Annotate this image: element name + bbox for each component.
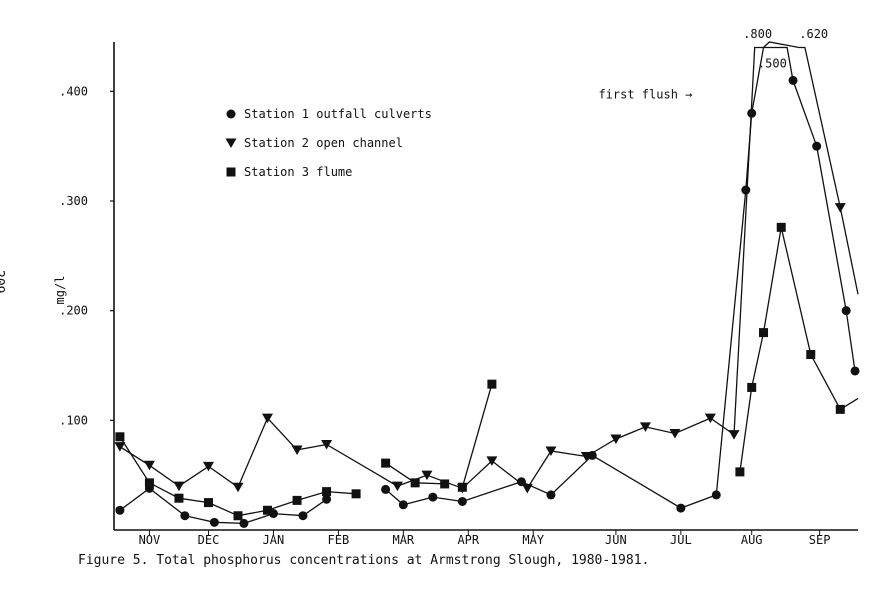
- data-point-2: [321, 439, 333, 450]
- y-tick-label: .300: [59, 194, 88, 208]
- data-point-2: [834, 203, 846, 213]
- legend-label-3: Station 3 flume: [244, 165, 352, 179]
- data-point-1: [381, 484, 391, 494]
- data-point-1: [322, 494, 332, 504]
- y-tick-label: .100: [59, 413, 88, 427]
- annotation: .800: [743, 27, 772, 41]
- data-point-1: [546, 490, 556, 500]
- data-point-1: [676, 503, 686, 513]
- axis-ticks: .100 .200 .300 .400 NOV DEC JAN FEB MAR APR MAY JUN…: [59, 84, 830, 547]
- data-point-3: [233, 511, 243, 521]
- x-tick-label: APR: [457, 533, 479, 547]
- data-point-1: [741, 185, 751, 195]
- data-point-3: [322, 487, 332, 497]
- x-tick-label: FEB: [328, 533, 350, 547]
- x-tick-label: NOV: [139, 533, 161, 547]
- data-point-2: [580, 452, 592, 462]
- data-point-3: [835, 404, 845, 414]
- data-point-3: [747, 382, 757, 392]
- data-point-3: [203, 498, 213, 508]
- y-tick-label: .400: [59, 84, 88, 98]
- data-point-3: [735, 467, 745, 477]
- data-point-2: [262, 413, 274, 424]
- data-point-3: [115, 432, 125, 442]
- data-point-2: [202, 461, 214, 472]
- series-line-3: [461, 383, 493, 488]
- x-tick-label: SEP: [809, 533, 831, 547]
- x-tick-label: DEC: [198, 533, 220, 547]
- data-point-3: [440, 479, 450, 489]
- series-line-1: [385, 46, 856, 509]
- y-tick-label: .200: [59, 304, 88, 318]
- data-point-2: [669, 428, 681, 439]
- data-point-1: [298, 511, 308, 521]
- data-point-1: [209, 517, 219, 527]
- x-tick-label: JUL: [670, 533, 692, 547]
- series-markers: [114, 75, 860, 528]
- data-point-1: [428, 492, 438, 502]
- data-point-2: [114, 442, 126, 452]
- x-tick-label: MAY: [522, 533, 544, 547]
- data-point-3: [487, 379, 497, 389]
- data-point-3: [174, 493, 184, 503]
- axes: [113, 42, 858, 531]
- figure-caption: Figure 5. Total phosphorus concentration…: [78, 553, 650, 568]
- data-point-3: [806, 350, 816, 360]
- legend-label-2: Station 2 open channel: [244, 136, 403, 150]
- x-tick-label: JAN: [263, 533, 285, 547]
- legend-marker-3: [226, 167, 236, 177]
- data-point-2: [391, 481, 403, 492]
- data-point-3: [381, 458, 391, 468]
- annotations: .800 .620 .500 first flush →: [598, 27, 828, 101]
- y-axis-label: mg/l: [53, 276, 67, 305]
- data-point-2: [291, 445, 303, 455]
- series-line-3: [739, 227, 859, 472]
- data-point-1: [788, 75, 798, 85]
- data-point-3: [776, 222, 786, 232]
- data-point-2: [232, 482, 244, 493]
- legend-marker-2: [225, 138, 237, 148]
- data-point-1: [239, 518, 249, 528]
- annotation: first flush →: [598, 87, 692, 101]
- data-point-1: [747, 108, 757, 118]
- data-point-1: [711, 490, 721, 500]
- legend-marker-1: [226, 109, 236, 119]
- legend: Station 1 outfall culverts Station 2 open…: [225, 107, 432, 179]
- data-point-3: [351, 489, 361, 499]
- data-point-2: [610, 434, 622, 444]
- x-tick-label: MAR: [392, 533, 414, 547]
- legend-label-1: Station 1 outfall culverts: [244, 107, 432, 121]
- data-point-3: [457, 482, 467, 492]
- data-point-3: [292, 495, 302, 505]
- data-point-1: [812, 141, 822, 151]
- series-line-1: [119, 487, 327, 525]
- annotation: .500: [758, 57, 787, 71]
- data-point-2: [173, 481, 185, 492]
- x-tick-label: JUN: [605, 533, 627, 547]
- data-point-2: [421, 470, 433, 481]
- data-point-2: [704, 413, 716, 424]
- data-point-3: [144, 478, 154, 488]
- data-point-1: [115, 505, 125, 515]
- data-point-2: [639, 422, 651, 432]
- data-point-1: [398, 500, 408, 510]
- x-tick-label: AUG: [741, 533, 763, 547]
- data-point-3: [263, 505, 273, 515]
- data-point-1: [841, 306, 851, 316]
- page-number: 209: [0, 270, 6, 294]
- data-point-2: [143, 460, 155, 471]
- data-point-3: [410, 478, 420, 488]
- data-point-1: [850, 366, 860, 376]
- data-point-2: [521, 483, 533, 494]
- data-point-1: [457, 496, 467, 506]
- data-point-2: [728, 430, 740, 440]
- data-point-2: [545, 446, 557, 457]
- data-point-3: [759, 328, 769, 338]
- annotation: .620: [799, 27, 828, 41]
- data-point-1: [180, 511, 190, 521]
- data-point-2: [486, 456, 498, 466]
